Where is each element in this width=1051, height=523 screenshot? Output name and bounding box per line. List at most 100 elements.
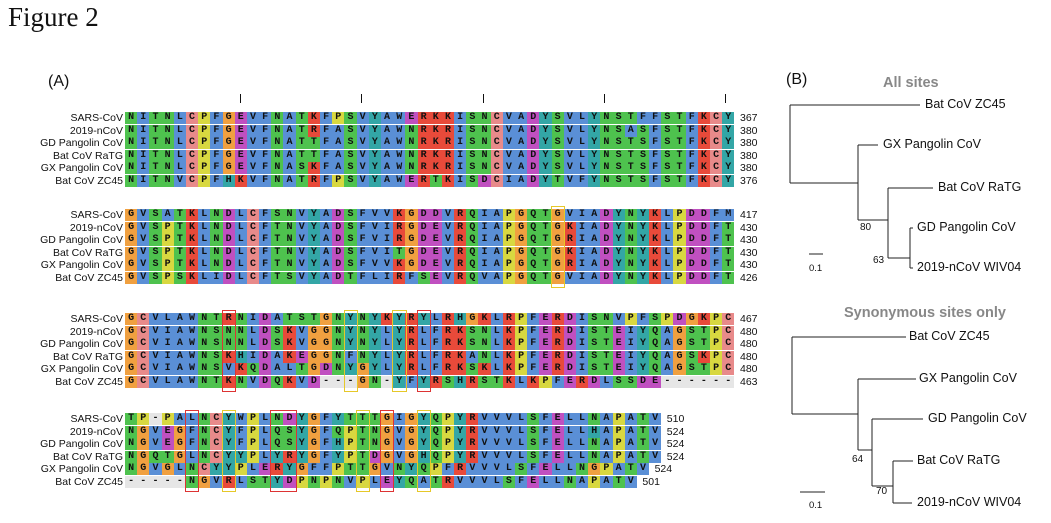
residue: C <box>490 137 503 150</box>
residue: Y <box>222 438 235 451</box>
residue: I <box>161 325 174 338</box>
residue: T <box>344 463 357 476</box>
residue: S <box>344 175 357 187</box>
residue: V <box>368 234 381 247</box>
residue: R <box>441 313 455 325</box>
residue: K <box>454 338 467 351</box>
residue: N <box>234 325 247 338</box>
residue: N <box>210 209 223 221</box>
residue: F <box>185 425 199 438</box>
residue: V <box>393 450 406 463</box>
residue: N <box>210 234 223 247</box>
residue: R <box>429 376 442 388</box>
residue: R <box>441 338 455 351</box>
residue: D <box>697 259 710 272</box>
residue: D <box>222 272 235 284</box>
residue: L <box>417 350 430 363</box>
residue: K <box>502 350 515 363</box>
residue: D <box>222 259 235 272</box>
residue: S <box>612 376 625 388</box>
residue: Y <box>344 338 357 351</box>
residue: V <box>246 137 260 150</box>
residue: K <box>283 325 296 338</box>
residue: V <box>295 259 308 272</box>
residue: K <box>393 209 406 221</box>
residue: E <box>234 124 247 137</box>
residue: N <box>588 450 601 463</box>
residue: F <box>685 162 698 175</box>
residue: A <box>283 137 296 150</box>
alignment-row: SARS-CoV G V S A T K L N D L C F S N V Y A D S F V V K G D D V R Q I A P… <box>0 209 760 221</box>
residue: G <box>320 325 333 338</box>
residue: Y <box>393 325 406 338</box>
residue: F <box>710 209 723 221</box>
residue: Q <box>649 363 662 376</box>
residue: W <box>185 338 199 351</box>
residue: T <box>295 137 308 150</box>
residue: G <box>515 272 528 284</box>
figure-title: Figure 2 <box>8 2 99 32</box>
residue: C <box>198 463 211 476</box>
residue: F <box>259 209 272 221</box>
residue: Y <box>612 209 625 221</box>
residue: S <box>612 124 625 137</box>
residue: Y <box>405 463 418 476</box>
residue: V <box>368 221 381 234</box>
residue: V <box>246 376 260 388</box>
residue: T <box>600 338 613 351</box>
residue: N <box>161 112 174 124</box>
residue: C <box>246 234 260 247</box>
residue: S <box>466 338 479 351</box>
residue: A <box>332 162 345 175</box>
residue: G <box>307 338 320 351</box>
residue: C <box>137 363 150 376</box>
residue: S <box>149 234 162 247</box>
residue: T <box>673 137 686 150</box>
residue: D <box>222 221 235 234</box>
residue: N <box>368 425 381 438</box>
residue: - <box>722 376 735 388</box>
residue: L <box>661 221 674 234</box>
residue: P <box>600 463 613 476</box>
tree-leaf: GD Pangolin CoV <box>917 220 1016 234</box>
residue: G <box>405 209 418 221</box>
residue: C <box>710 149 723 162</box>
residue: A <box>173 413 186 425</box>
residue: F <box>527 313 540 325</box>
residue: K <box>429 137 442 150</box>
residue: Y <box>344 325 357 338</box>
residue: S <box>649 313 662 325</box>
residue: A <box>490 246 503 259</box>
residue: C <box>490 112 503 124</box>
residue: T <box>722 246 735 259</box>
residue: K <box>234 175 247 187</box>
residue: T <box>624 149 637 162</box>
residue: S <box>283 438 296 451</box>
residue: V <box>368 259 381 272</box>
residue: F <box>710 221 723 234</box>
residue: T <box>722 259 735 272</box>
residue: Q <box>527 259 540 272</box>
alignment-row: Bat CoV RaTG N G Q T G L N C Y Y P L Y R Y G F Y P T D G V G H Q P Y… <box>0 450 760 463</box>
residue: S <box>612 112 625 124</box>
end-position: 430 <box>740 221 758 234</box>
residue: T <box>673 149 686 162</box>
residue: T <box>356 438 369 451</box>
residue: F <box>685 124 698 137</box>
residue: A <box>380 124 394 137</box>
residue: A <box>624 425 637 438</box>
residue: E <box>649 376 662 388</box>
residue: P <box>246 425 260 438</box>
residue: V <box>490 425 503 438</box>
residue: V <box>368 246 381 259</box>
residue: L <box>575 450 589 463</box>
residue: K <box>502 376 515 388</box>
residue: V <box>563 272 576 284</box>
residue: S <box>466 325 479 338</box>
residue: V <box>466 463 479 476</box>
residue: T <box>161 450 174 463</box>
residue: L <box>417 363 430 376</box>
residue: D <box>600 272 613 284</box>
residue: S <box>271 209 284 221</box>
